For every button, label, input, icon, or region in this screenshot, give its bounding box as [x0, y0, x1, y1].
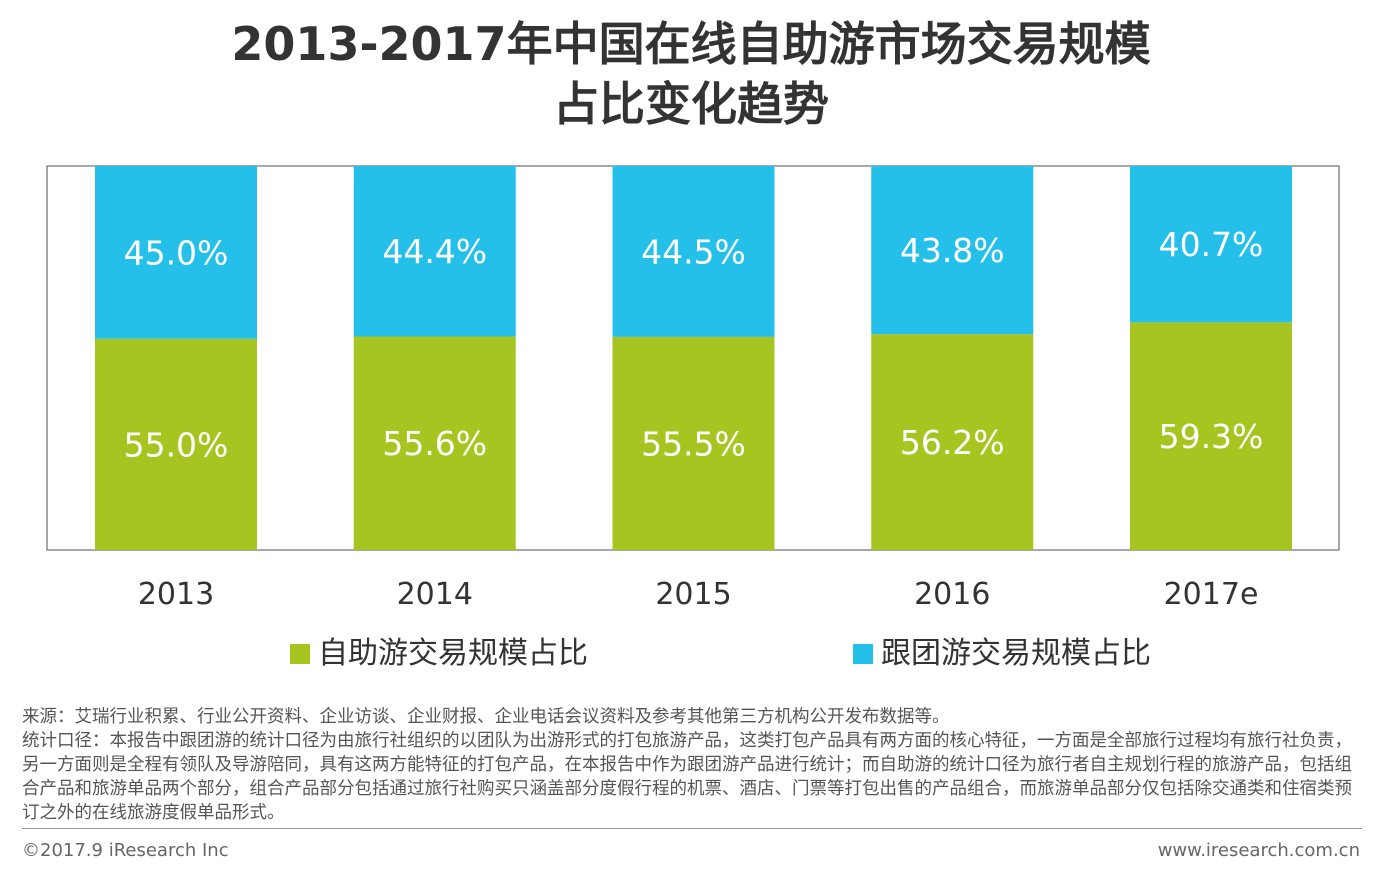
footer-divider: [22, 828, 1362, 829]
stacked-bar-chart: 55.0% 45.0% 55.6% 44.4% 55.5% 44.5% 56.2% 43.8%…: [46, 165, 1340, 612]
data-label-self-guided-2013: 55.0%: [124, 425, 229, 464]
definition-note: 统计口径：本报告中跟团游的统计口径为由旅行社组织的以团队为出游形式的打包旅游产品…: [22, 731, 1352, 823]
bar-self-guided-2015: [612, 336, 775, 550]
bar-group-tour-2015: [612, 166, 775, 337]
bar-group-tour-2014: [353, 166, 516, 337]
x-tick-label-2016: 2016: [914, 577, 990, 612]
x-tick-label-2015: 2015: [655, 577, 731, 612]
data-label-self-guided-2016: 56.2%: [900, 423, 1005, 462]
data-label-self-guided-2015: 55.5%: [641, 424, 746, 463]
data-label-self-guided-2014: 55.6%: [382, 424, 487, 463]
chart-title-line-2: 占比变化趋势: [553, 77, 829, 131]
bar-self-guided-2016: [871, 334, 1034, 550]
bar-group-tour-2013: [95, 166, 257, 339]
data-label-group-tour-2017e: 40.7%: [1159, 225, 1264, 264]
x-tick-label-2017e: 2017e: [1164, 577, 1259, 612]
chart-legend: 自助游交易规模占比 跟团游交易规模占比: [0, 632, 1382, 676]
legend-item-group-tour: 跟团游交易规模占比: [853, 632, 1151, 676]
source-note: 来源：艾瑞行业积累、行业公开资料、企业访谈、企业财报、企业电话会议资料及参考其他…: [22, 707, 950, 727]
data-label-group-tour-2013: 45.0%: [124, 233, 229, 272]
legend-label-self-guided: 自助游交易规模占比: [318, 636, 588, 671]
data-label-group-tour-2016: 43.8%: [900, 231, 1005, 270]
legend-swatch-self-guided: [290, 644, 310, 664]
bar-group-tour-2017e: [1130, 166, 1292, 323]
x-tick-label-2014: 2014: [397, 577, 473, 612]
chart-title: 2013-2017年中国在线自助游市场交易规模 占比变化趋势: [0, 14, 1382, 134]
bar-self-guided-2013: [95, 338, 257, 550]
data-label-group-tour-2015: 44.5%: [641, 232, 746, 271]
legend-swatch-group-tour: [853, 644, 873, 664]
footer-copyright: ©2017.9 iResearch Inc: [22, 840, 229, 861]
bar-group-tour-2016: [871, 166, 1034, 335]
bar-self-guided-2017e: [1130, 322, 1292, 550]
footer-website: www.iresearch.com.cn: [1157, 840, 1360, 861]
bar-self-guided-2014: [353, 336, 516, 550]
chart-notes: 来源：艾瑞行业积累、行业公开资料、企业访谈、企业财报、企业电话会议资料及参考其他…: [22, 705, 1362, 825]
data-label-self-guided-2017e: 59.3%: [1159, 417, 1264, 456]
chart-title-line-1: 2013-2017年中国在线自助游市场交易规模: [231, 17, 1151, 71]
data-label-group-tour-2014: 44.4%: [382, 232, 487, 271]
legend-label-group-tour: 跟团游交易规模占比: [881, 636, 1151, 671]
x-tick-label-2013: 2013: [138, 577, 214, 612]
legend-item-self-guided: 自助游交易规模占比: [290, 632, 588, 676]
